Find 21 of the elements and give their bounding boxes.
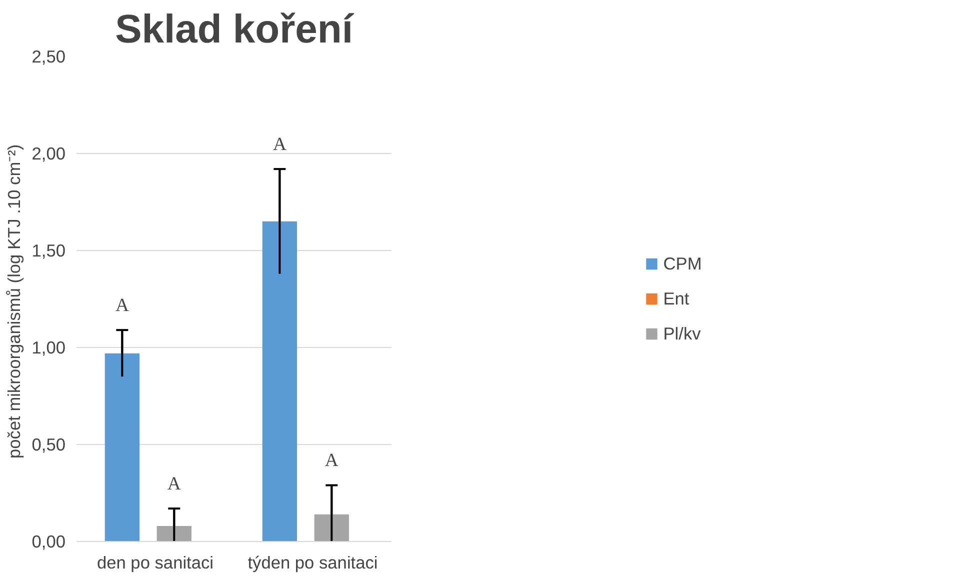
bar (104, 353, 140, 542)
legend-label: Ent (663, 288, 690, 309)
x-tick-label: týden po sanitaci (248, 552, 378, 572)
legend-label: CPM (663, 253, 702, 274)
data-label: A (272, 134, 287, 156)
y-tick-label: 0,00 (32, 532, 66, 552)
y-tick-label: 2,50 (32, 46, 66, 66)
bar (314, 514, 349, 542)
chart-title: Sklad koření (115, 8, 355, 52)
bar (262, 221, 297, 542)
y-tick-label: 0,50 (32, 434, 66, 454)
y-axis-title: počet mikroorganismů (log KTJ .10 cm⁻²) (4, 144, 24, 458)
y-tick-label: 2,00 (32, 144, 66, 164)
y-tick-label: 1,00 (32, 338, 66, 358)
x-tick-label: den po sanitaci (96, 552, 214, 572)
data-label: A (167, 474, 182, 495)
legend-label: Pl/kv (663, 323, 701, 344)
data-label: A (115, 295, 130, 316)
bar (156, 526, 192, 542)
y-tick-label: 1,50 (32, 240, 66, 260)
data-label: A (324, 450, 339, 472)
